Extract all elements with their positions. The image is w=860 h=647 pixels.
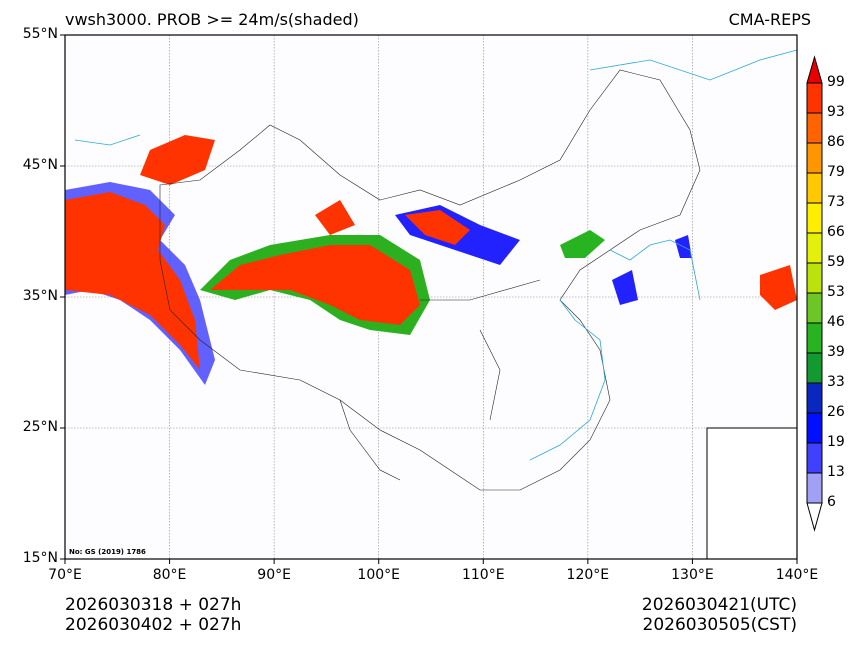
axis-ticks <box>60 34 798 564</box>
colorbar-label: 26 <box>827 404 845 420</box>
boundaries <box>159 69 701 491</box>
lon-tick-label: 110°E <box>461 567 505 583</box>
colorbar-label: 73 <box>827 194 845 210</box>
colorbar-segment <box>806 322 823 354</box>
probability-shading <box>65 135 797 385</box>
colorbar-label: 93 <box>827 104 845 120</box>
colorbar-label: 59 <box>827 254 845 270</box>
lon-tick-label: 140°E <box>775 567 819 583</box>
map-title: vwsh3000. PROB >= 24m/s(shaded) <box>65 10 359 29</box>
lon-tick-label: 100°E <box>357 567 400 583</box>
lon-tick-label: 120°E <box>566 567 610 583</box>
colorbar-label: 66 <box>827 224 845 240</box>
colorbar-segment <box>806 142 823 174</box>
colorbar-label: 53 <box>827 284 845 300</box>
lon-tick-label: 70°E <box>48 567 82 583</box>
colorbar-segment <box>806 352 823 384</box>
south-china-sea-inset <box>706 427 798 560</box>
lat-tick-label: 35°N <box>22 288 58 304</box>
colorbar-label: 33 <box>827 374 845 390</box>
lon-tick-label: 80°E <box>152 567 187 583</box>
coastlines-rivers <box>74 49 798 461</box>
lon-tick-label: 130°E <box>671 567 714 583</box>
colorbar-label: 39 <box>827 344 845 360</box>
colorbar-segment <box>806 442 823 474</box>
lat-tick-label: 25°N <box>22 419 58 435</box>
lat-tick-label: 45°N <box>22 157 58 173</box>
colorbar-label: 86 <box>827 134 845 150</box>
colorbar-under-triangle <box>806 502 823 532</box>
colorbar-segment <box>806 202 823 234</box>
valid-time-utc: 2026030421(UTC) <box>641 595 797 615</box>
colorbar-label: 79 <box>827 164 845 180</box>
colorbar-segment <box>806 382 823 414</box>
colorbar <box>806 55 823 532</box>
colorbar-segment <box>806 292 823 324</box>
init-time-utc: 2026030318 + 027h <box>65 595 242 615</box>
lon-tick-label: 90°E <box>257 567 291 583</box>
colorbar-segment <box>806 472 823 504</box>
model-name: CMA-REPS <box>728 10 811 29</box>
colorbar-label: 13 <box>827 464 845 480</box>
lat-tick-label: 55°N <box>22 26 58 42</box>
colorbar-segment <box>806 262 823 294</box>
valid-time-cst: 2026030505(CST) <box>642 615 797 635</box>
lat-tick-label: 15°N <box>22 550 58 566</box>
colorbar-label: 19 <box>827 434 845 450</box>
colorbar-label: 99 <box>827 74 845 90</box>
colorbar-segment <box>806 412 823 444</box>
colorbar-over-triangle <box>806 55 823 84</box>
colorbar-segment <box>806 82 823 114</box>
colorbar-label: 46 <box>827 314 845 330</box>
map-approval-note: No: GS (2019) 1786 <box>69 548 146 556</box>
colorbar-segment <box>806 172 823 204</box>
colorbar-label: 6 <box>827 494 836 510</box>
colorbar-segment <box>806 232 823 264</box>
init-time-cst: 2026030402 + 027h <box>65 615 242 635</box>
colorbar-segment <box>806 112 823 144</box>
